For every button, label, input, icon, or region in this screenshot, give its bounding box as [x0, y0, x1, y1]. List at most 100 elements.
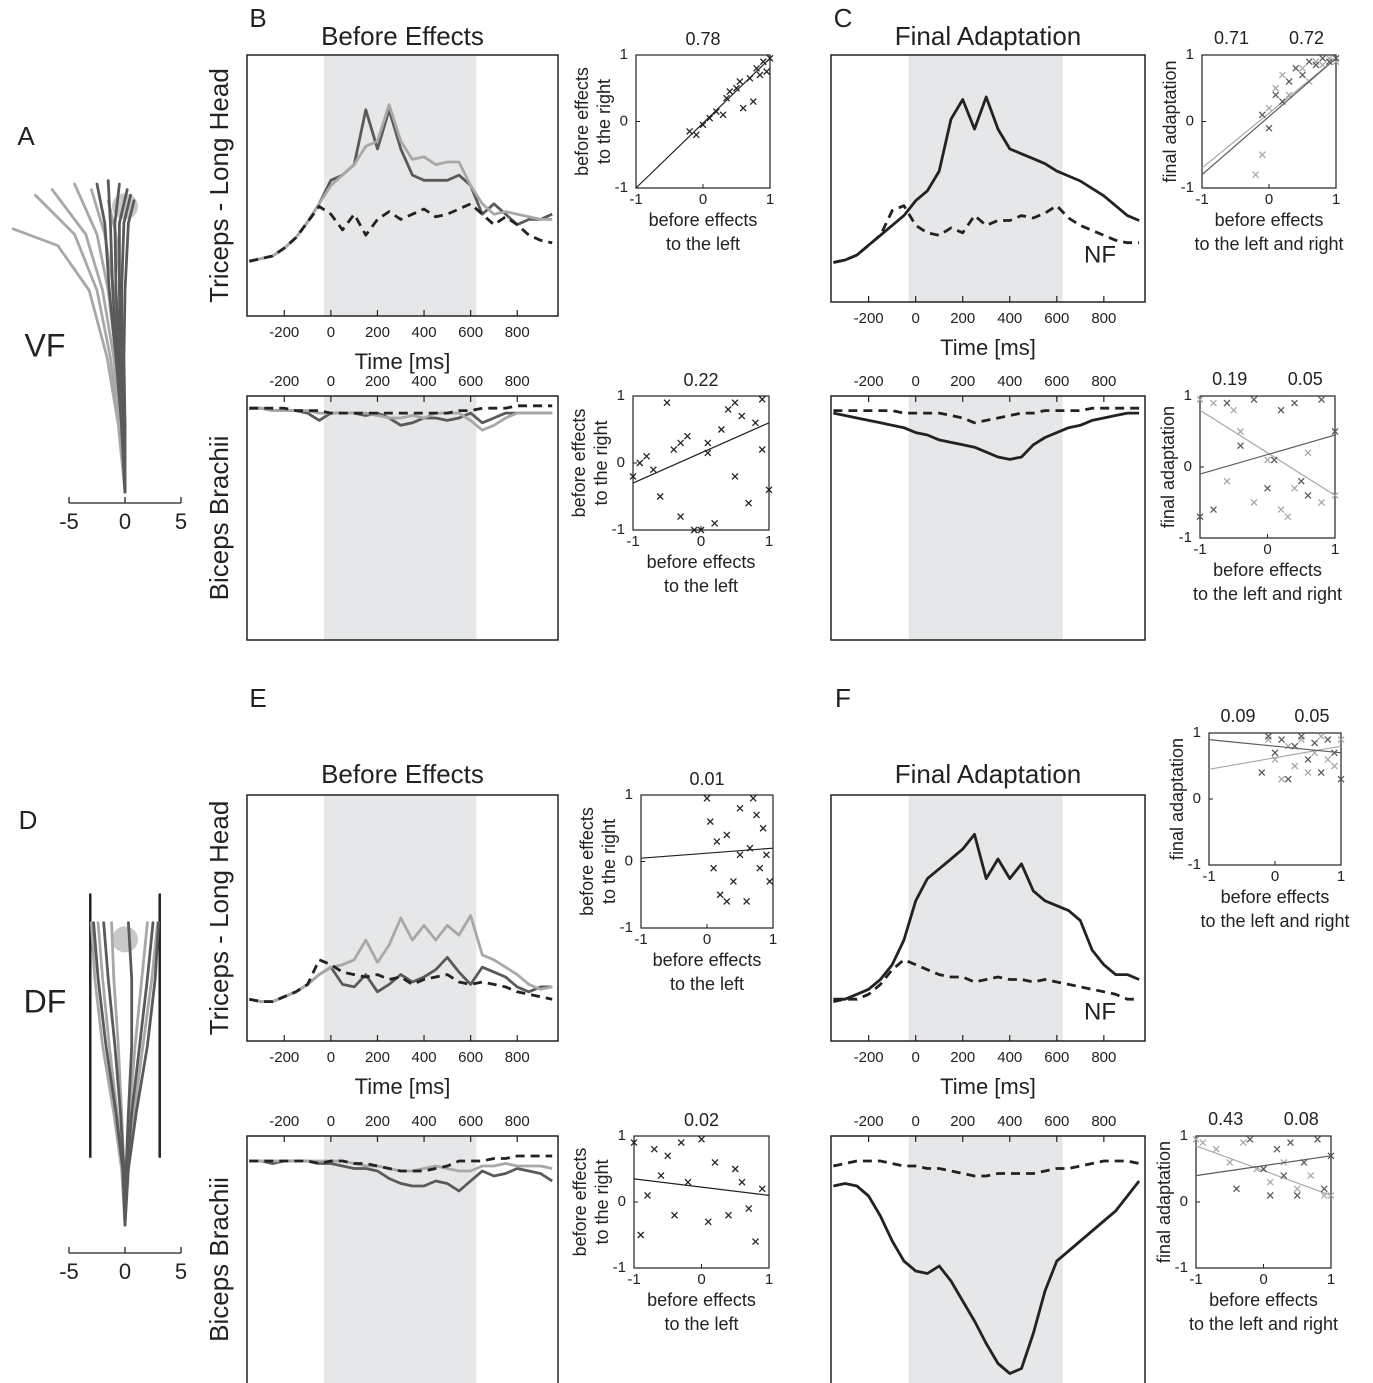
x-axis-label: to the left and right	[1189, 1314, 1338, 1334]
scatter-point	[1291, 484, 1298, 492]
scatter-point	[758, 395, 766, 403]
plot-frame	[1208, 732, 1342, 866]
x-tick-label: -200	[854, 1049, 884, 1066]
x-tick-label: -1	[629, 191, 642, 208]
x-tick-label: 0	[697, 1271, 705, 1288]
plot-frame	[632, 395, 770, 531]
x-tick-label: 600	[1044, 1049, 1069, 1066]
scatter-point	[1278, 71, 1286, 79]
x-axis-label: before effects	[647, 1290, 756, 1310]
scatter-point	[765, 486, 773, 494]
scatter-point	[683, 432, 691, 440]
y-tick-label: 1	[1180, 1127, 1188, 1144]
emg-curve	[249, 958, 553, 1003]
plot-frame	[635, 54, 771, 189]
scatter-point	[725, 1211, 732, 1219]
scatter-point	[706, 114, 714, 122]
scatter-point	[1210, 506, 1217, 514]
panel-letter: B	[249, 3, 266, 33]
x-tick-label: -5	[59, 509, 79, 534]
scatter-point	[644, 1191, 651, 1199]
scatter-point	[1299, 71, 1306, 79]
emg-curve	[833, 406, 1140, 425]
x-tick-label: 400	[997, 1049, 1022, 1066]
scatter-point	[1258, 151, 1266, 159]
scatter-point	[1277, 506, 1285, 514]
x-tick-label: 0	[912, 373, 920, 390]
x-tick-label: -200	[269, 324, 299, 341]
shaded-period	[323, 55, 477, 316]
x-tick-label: 800	[505, 1113, 530, 1130]
scatter-point	[704, 1218, 712, 1226]
scatter-point	[1271, 749, 1279, 757]
hand-path	[122, 199, 136, 494]
scatter-point	[1291, 762, 1299, 770]
x-tick-label: 1	[765, 1271, 773, 1288]
scatter-point	[736, 851, 744, 859]
x-tick-label: 600	[1044, 310, 1069, 327]
x-axis-label: to the left and right	[1194, 234, 1343, 254]
x-tick-label: 0	[703, 931, 711, 948]
shaded-period	[908, 396, 1063, 640]
scatter-point	[1330, 749, 1338, 757]
scatter-point	[1196, 513, 1204, 521]
y-tick-label: 1	[1186, 46, 1194, 63]
y-tick-label: 1	[618, 1127, 626, 1144]
panel-letter: D	[19, 805, 38, 835]
y-tick-label: 0	[625, 852, 633, 869]
fit-line	[640, 847, 774, 859]
x-tick-label: 200	[950, 310, 975, 327]
x-tick-label: -1	[1202, 868, 1215, 885]
scatter-point	[1337, 736, 1345, 744]
correlation-label: 0.08	[1284, 1109, 1319, 1129]
y-axis-label: Triceps - Long Head	[204, 801, 234, 1036]
y-axis-label: final adaptation	[1158, 406, 1178, 528]
shaded-period	[908, 795, 1063, 1041]
scatter-point	[1318, 499, 1325, 506]
scatter-point	[758, 1185, 766, 1193]
scatter-point	[1212, 1145, 1220, 1153]
scatter-point	[1230, 406, 1238, 414]
shaded-period	[323, 1136, 477, 1383]
scatter-point	[1272, 84, 1280, 92]
condition-label: VF	[25, 327, 66, 363]
scatter-point	[1325, 58, 1333, 66]
y-tick-label: 0	[1180, 1193, 1188, 1210]
y-axis-label: Biceps Brachii	[204, 1177, 234, 1342]
x-axis-label: before effects	[1221, 887, 1330, 907]
scatter-point	[711, 519, 719, 527]
scatter-point	[1285, 78, 1293, 86]
x-tick-label: 200	[365, 324, 390, 341]
x-axis-label: to the left and right	[1193, 584, 1342, 604]
plot-frame	[633, 1135, 770, 1269]
scatter-point	[762, 851, 770, 859]
plot-frame	[246, 1135, 559, 1383]
scatter-point	[1305, 58, 1313, 66]
y-tick-label: -1	[1188, 856, 1201, 873]
scatter-point	[723, 897, 731, 905]
scatter-point	[1277, 406, 1285, 414]
scatter-point	[724, 405, 732, 413]
scatter-point	[738, 1178, 746, 1186]
y-axis-label: final adaptation	[1160, 60, 1180, 182]
scatter-point	[753, 811, 760, 819]
scatter-point	[1311, 739, 1319, 747]
x-tick-label: 1	[765, 533, 773, 550]
emg-curve	[833, 204, 1140, 264]
scatter-point	[1210, 399, 1217, 407]
x-axis-label: to the left and right	[1200, 911, 1349, 931]
scatter-point	[1293, 1185, 1301, 1193]
scatter-point	[756, 71, 764, 79]
scatter-point	[1280, 1172, 1288, 1180]
correlation-label: 0.05	[1294, 706, 1329, 726]
scatter-point	[1324, 755, 1332, 763]
scatter-point	[1226, 1158, 1234, 1166]
x-axis-label: to the left	[664, 1314, 738, 1334]
scatter-point	[759, 824, 767, 832]
x-tick-label: -1	[1193, 541, 1206, 558]
correlation-label: 0.19	[1212, 369, 1247, 389]
scatter-point	[716, 891, 724, 899]
y-tick-label: 1	[617, 387, 625, 404]
y-axis-label: Triceps - Long Head	[204, 68, 234, 303]
